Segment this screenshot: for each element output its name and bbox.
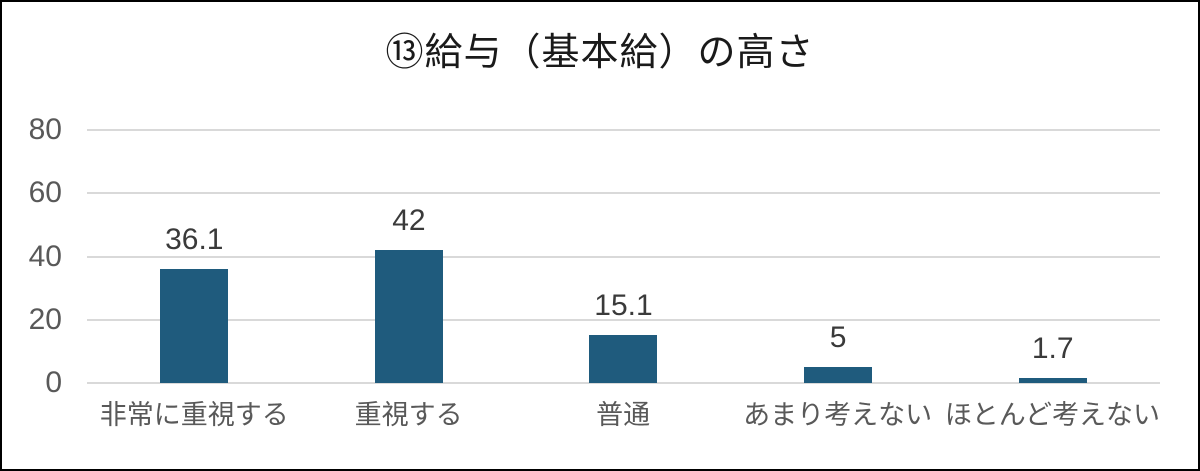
data-label-1: 36.1: [165, 222, 224, 256]
bar-1: [160, 268, 229, 383]
bar-slot-5: 1.7: [945, 130, 1160, 383]
chart-title: ⑬給与（基本給）の高さ: [385, 32, 815, 74]
bar-5: [1018, 377, 1087, 383]
y-tick-label-0: 0: [45, 366, 62, 399]
y-tick-label-20: 20: [28, 302, 62, 336]
gridline-80: [87, 129, 1160, 131]
bar-3: [589, 335, 658, 383]
data-label-4: 5: [829, 321, 847, 355]
data-label-3: 15.1: [594, 289, 653, 323]
y-tick-label-60: 60: [28, 176, 62, 210]
bar-4: [804, 367, 873, 383]
bar-slot-4: 5: [731, 130, 946, 383]
y-tick-label-40: 40: [28, 239, 62, 273]
category-label-5: ほとんど考えない: [944, 400, 1161, 430]
category-label-4: あまり考えない: [743, 400, 933, 430]
y-tick-label-80: 80: [28, 113, 62, 146]
category-label-3: 普通: [596, 400, 651, 430]
gridline-20: [87, 318, 1160, 321]
data-label-2: 42: [392, 204, 426, 238]
gridline-40: [87, 255, 1160, 258]
x-axis-labels: 非常に重視する 重視する 普通 あまり考えない ほとんど考えない: [87, 399, 1160, 431]
bar-2: [374, 250, 443, 383]
plot-area: [87, 129, 1160, 384]
category-label-1: 非常に重視する: [99, 400, 289, 430]
gridline-0: [87, 382, 1160, 384]
gridline-60: [87, 192, 1160, 195]
bar-slot-3: 15.1: [516, 130, 731, 383]
y-axis: 0 20 40 60 80: [2, 115, 62, 398]
bars-row: 36.1 42 15.1 5 1.7: [87, 130, 1160, 383]
bar-slot-2: 42: [302, 130, 517, 383]
bar-slot-1: 36.1: [87, 130, 302, 383]
data-label-5: 1.7: [1031, 331, 1074, 365]
category-label-2: 重視する: [354, 400, 463, 430]
